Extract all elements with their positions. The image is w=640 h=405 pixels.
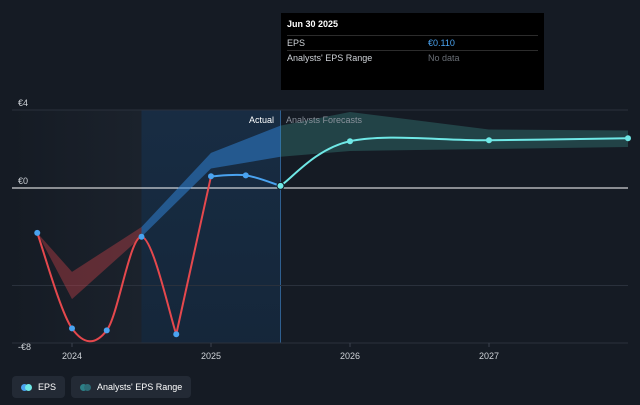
chart-axes: €4 €0 -€8 2024 2025 2026 2027 — [18, 98, 499, 361]
range-band-actual — [141, 125, 281, 237]
forecast-point-1 — [347, 138, 353, 145]
x-tick-label-1: 2025 — [201, 351, 221, 361]
tooltip-date: Jun 30 2025 — [287, 19, 339, 29]
legend-eps-swatch — [21, 383, 32, 391]
eps-point-1 — [69, 325, 75, 332]
y-tick-label-2: -€8 — [18, 342, 31, 352]
legend: EPS Analysts' EPS Range — [12, 376, 192, 398]
x-tick-label-0: 2024 — [62, 351, 82, 361]
section-label-forecast: Analysts Forecasts — [286, 115, 363, 125]
x-tick-label-3: 2027 — [479, 351, 499, 361]
tooltip-row-eps: EPS €0.110 — [287, 35, 538, 50]
eps-point-4 — [173, 331, 180, 338]
x-tick-label-2: 2026 — [340, 351, 360, 361]
eps-line-forecast — [279, 136, 629, 187]
eps-line-negative — [36, 232, 178, 343]
eps-points — [34, 135, 631, 338]
forecast-point-3 — [625, 135, 631, 142]
tooltip: Jun 30 2025 EPS €0.110 Analysts' EPS Ran… — [281, 13, 544, 90]
legend-item-range[interactable]: Analysts' EPS Range — [71, 376, 192, 398]
eps-point-3 — [138, 233, 145, 240]
range-band-negative — [37, 227, 142, 300]
eps-point-5 — [208, 173, 214, 180]
eps-line-rise — [175, 176, 212, 335]
past-region — [12, 110, 142, 343]
y-tick-label-0: €4 — [18, 98, 28, 108]
tooltip-range-label: Analysts' EPS Range — [287, 53, 373, 63]
eps-point-7 — [276, 181, 285, 190]
tooltip-eps-label: EPS — [287, 38, 306, 48]
tooltip-eps-value: €0.110 — [428, 38, 455, 48]
tooltip-row-range: Analysts' EPS Range No data — [287, 50, 538, 65]
chart-grid — [12, 109, 628, 344]
section-label-actual: Actual — [249, 115, 274, 125]
legend-range-swatch — [80, 383, 92, 391]
y-tick-label-1: €0 — [18, 176, 28, 186]
legend-eps-label: EPS — [38, 382, 57, 392]
legend-range-label: Analysts' EPS Range — [97, 382, 183, 392]
eps-point-2 — [103, 327, 110, 334]
tooltip-range-value: No data — [428, 53, 460, 63]
eps-range-area — [37, 111, 628, 300]
range-band-forecast — [280, 111, 628, 157]
eps-point-6 — [242, 172, 249, 179]
legend-item-eps[interactable]: EPS — [12, 376, 66, 398]
forecast-point-2 — [486, 137, 492, 144]
eps-point-0 — [34, 229, 41, 236]
